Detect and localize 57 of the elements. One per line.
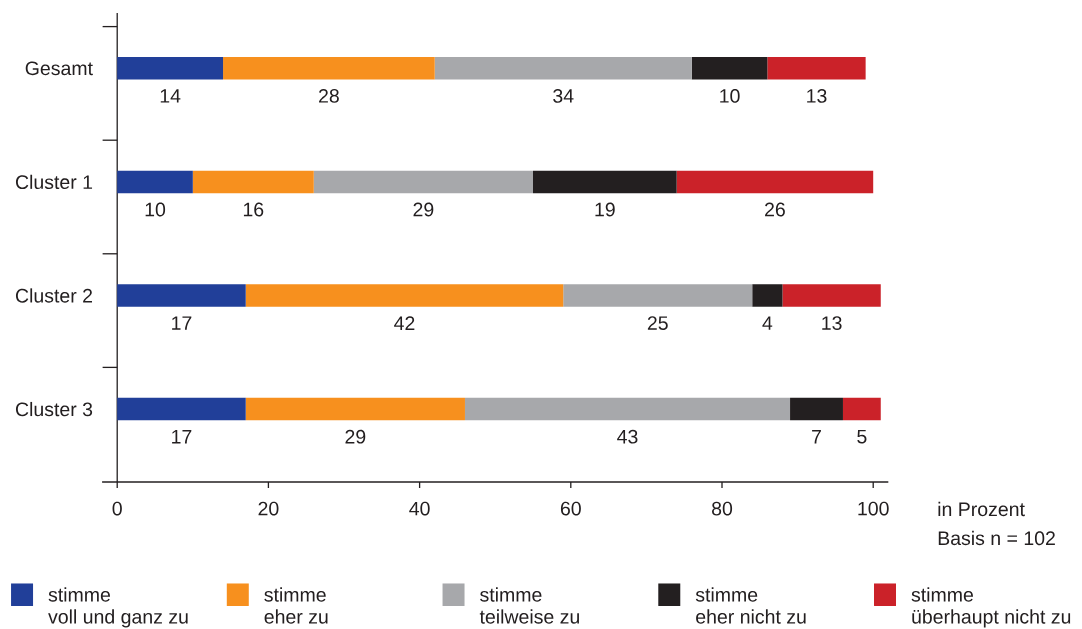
x-tick-label: 60: [560, 501, 581, 516]
bar: [752, 284, 783, 307]
bar: [117, 170, 193, 194]
bar: [842, 397, 881, 421]
y-tick-label: Gesamt: [25, 61, 93, 76]
bar: [223, 57, 435, 80]
bar: [434, 57, 692, 80]
data-label: 42: [394, 316, 415, 330]
data-label: 4: [762, 316, 773, 330]
legend-label: stimme voll und ganz zu: [48, 587, 188, 628]
bar: [464, 397, 791, 421]
bar: [767, 57, 866, 80]
data-label: 26: [765, 202, 785, 217]
data-label: 29: [345, 429, 366, 444]
data-label: 13: [822, 316, 842, 330]
legend-label: stimme überhaupt nicht zu: [911, 587, 1071, 628]
bar: [533, 170, 677, 194]
legend-label: stimme eher zu: [264, 587, 328, 624]
y-tick-label: Cluster 3: [15, 401, 93, 417]
y-tick-label: Cluster 1: [15, 174, 93, 190]
bar: [782, 284, 881, 307]
data-label: 29: [413, 202, 434, 217]
data-label: 7: [812, 429, 821, 444]
data-label: 5: [857, 429, 867, 444]
bar: [691, 57, 768, 80]
data-label: 17: [172, 429, 192, 444]
bar: [245, 397, 465, 421]
bar: [313, 170, 534, 194]
bar: [790, 397, 843, 421]
data-label: 13: [807, 88, 827, 103]
data-label: 17: [172, 316, 192, 330]
y-tick-label: Cluster 2: [15, 288, 92, 303]
x-tick-label: 100: [858, 501, 889, 516]
data-label: 16: [243, 202, 264, 217]
data-label: 10: [145, 202, 166, 217]
data-label: 14: [160, 89, 181, 103]
bar: [117, 57, 224, 80]
bar: [563, 284, 753, 307]
x-tick-label: 20: [258, 501, 279, 516]
bar: [117, 397, 246, 421]
legend-label: stimme eher nicht zu: [695, 587, 806, 624]
data-label: 10: [720, 88, 740, 103]
text: Basis n = 102: [938, 530, 1055, 546]
bar: [117, 284, 246, 307]
data-label: 34: [553, 88, 574, 103]
data-label: 19: [595, 202, 615, 217]
data-label: 43: [617, 429, 638, 444]
x-tick-label: 40: [409, 501, 430, 516]
data-label: 28: [319, 88, 339, 103]
x-axis-title: in Prozent: [938, 501, 1025, 517]
data-label: 25: [647, 316, 668, 330]
x-tick-label: 80: [712, 501, 733, 516]
bar: [192, 170, 314, 194]
x-tick-label: 0: [112, 501, 122, 516]
bar: [245, 284, 564, 307]
legend-label: stimme teilweise zu: [479, 587, 579, 624]
bar: [676, 170, 874, 194]
